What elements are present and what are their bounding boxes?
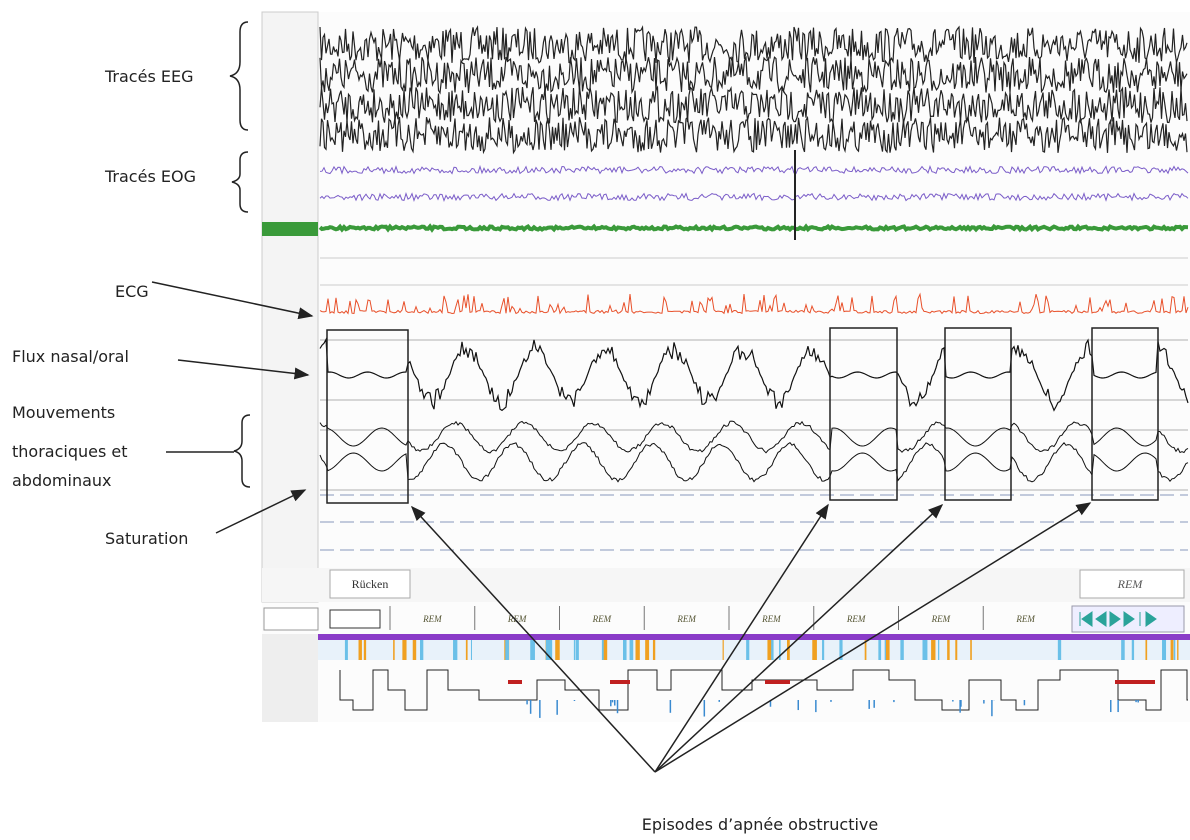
epoch-spinner[interactable] [330, 610, 380, 628]
epoch-stage: REM [761, 614, 781, 624]
event-mark [1162, 640, 1166, 660]
brace [232, 152, 248, 212]
event-mark [878, 640, 881, 660]
brace [230, 22, 248, 130]
event-mark [653, 640, 655, 660]
event-mark [393, 640, 395, 660]
event-mark [604, 640, 607, 660]
event-mark [630, 640, 634, 660]
event-mark [767, 640, 771, 660]
label-effort: thoraciques et [12, 442, 128, 461]
event-mark [812, 640, 817, 660]
event-mark [453, 640, 457, 660]
input-box[interactable] [264, 608, 318, 630]
label-saturation: Saturation [105, 529, 188, 548]
event-mark [1132, 640, 1133, 660]
epoch-stage: REM [931, 614, 951, 624]
channel-highlight [262, 222, 318, 236]
epoch-stage: REM [422, 614, 442, 624]
event-mark [1177, 640, 1178, 660]
stage-label: REM [1117, 577, 1144, 591]
epoch-stage: REM [592, 614, 612, 624]
label-eeg: Tracés EEG [104, 67, 193, 86]
event-mark [359, 640, 362, 660]
event-mark [1121, 640, 1125, 660]
event-mark [413, 640, 416, 660]
event-mark [970, 640, 972, 660]
event-mark [900, 640, 903, 660]
label-episodes: Episodes d’apnée obstructive [642, 815, 878, 834]
event-mark [822, 640, 824, 660]
event-mark [576, 640, 579, 660]
event-mark [955, 640, 957, 660]
position-label: Rücken [352, 577, 389, 591]
label-ecg: ECG [115, 282, 149, 301]
epoch-stage: REM [676, 614, 696, 624]
event-mark [555, 640, 560, 660]
event-mark [931, 640, 935, 660]
event-mark [623, 640, 627, 660]
label-eog: Tracés EOG [104, 167, 196, 186]
event-mark [420, 640, 423, 660]
event-mark [402, 640, 406, 660]
event-mark [1145, 640, 1147, 660]
event-mark [645, 640, 649, 660]
event-mark [947, 640, 950, 660]
label-effort: Mouvements [12, 403, 115, 422]
event-mark [635, 640, 639, 660]
event-mark [530, 640, 535, 660]
event-mark [888, 640, 889, 660]
label-effort: abdominaux [12, 471, 112, 490]
event-mark [922, 640, 927, 660]
epoch-stage: REM [846, 614, 866, 624]
event-mark [505, 640, 509, 660]
brace [234, 415, 250, 487]
screen-bg [262, 12, 1190, 722]
screenshot: Rücken REM REM REM REM REM REM REM REM REM [262, 12, 1190, 722]
label-flow: Flux nasal/oral [12, 347, 129, 366]
event-mark [471, 640, 472, 660]
event-mark [574, 640, 575, 660]
epoch-stage: REM [507, 614, 527, 624]
event-mark [938, 640, 939, 660]
event-mark [364, 640, 366, 660]
figure: Rücken REM REM REM REM REM REM REM REM REM Trac… [0, 0, 1190, 840]
timeline-band [318, 634, 1190, 640]
event-mark [466, 640, 468, 660]
event-mark [345, 640, 348, 660]
event-mark [723, 640, 724, 660]
event-mark [787, 640, 790, 660]
nav-buttons [1072, 606, 1184, 632]
hypnogram-labels [262, 634, 318, 722]
event-mark [1174, 640, 1176, 660]
epoch-stage: REM [1015, 614, 1035, 624]
event-mark [1058, 640, 1061, 660]
event-mark [1171, 640, 1174, 660]
event-mark [746, 640, 749, 660]
